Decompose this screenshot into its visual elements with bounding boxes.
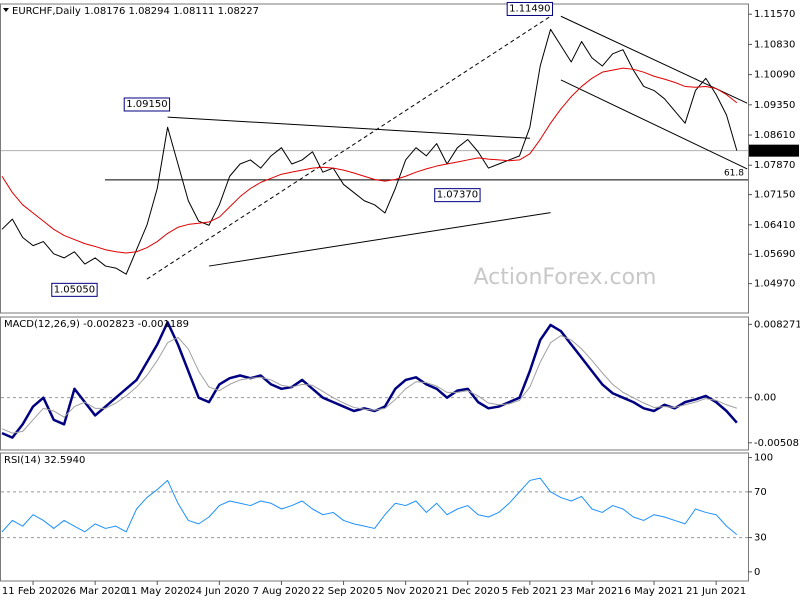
annotation-box <box>51 282 98 297</box>
series-line <box>1 67 738 254</box>
trendline <box>167 116 530 139</box>
panel-title: RSI(14) 32.5940 <box>4 455 85 466</box>
y-tick-label: 1.10090 <box>754 70 795 81</box>
series-line <box>1 477 738 535</box>
x-tick-label: 6 May 2021 <box>625 586 684 597</box>
last-price-label: 1.08227 <box>752 146 793 157</box>
y-tick-label: 1.09350 <box>754 100 795 111</box>
x-tick-label: 24 Jun 2020 <box>189 586 249 597</box>
panel-frame <box>0 316 749 451</box>
watermark: ActionForex.com <box>474 265 657 290</box>
annotation: 1.11490 <box>506 1 554 16</box>
last-price-box <box>749 144 799 157</box>
annotation: 1.05050 <box>51 282 98 297</box>
y-tick-label: 30 <box>754 533 767 544</box>
x-tick-label: 11 Feb 2020 <box>2 586 64 597</box>
y-tick-label: 1.05690 <box>754 249 795 260</box>
x-tick-label: 7 Aug 2020 <box>253 586 311 597</box>
y-tick-label: 1.08610 <box>754 130 795 141</box>
x-tick-label: 5 Feb 2021 <box>502 586 558 597</box>
y-tick-label: 100 <box>754 453 773 464</box>
annotation-box <box>506 1 554 16</box>
panel-title: MACD(12,26,9) -0.002823 -0.001189 <box>4 319 189 330</box>
panel-frame <box>0 3 749 314</box>
title-marker <box>3 8 9 12</box>
trendline <box>560 79 748 170</box>
x-tick-label: 26 Mar 2020 <box>63 586 126 597</box>
fib-label: 61.8 <box>724 168 744 178</box>
panel-title: EURCHF,Daily 1.08176 1.08294 1.08111 1.0… <box>12 6 259 17</box>
x-tick-label: 22 Sep 2020 <box>312 586 375 597</box>
x-tick-label: 23 Mar 2021 <box>560 586 623 597</box>
annotation-label: 1.07370 <box>437 190 478 201</box>
x-tick-label: 21 Jun 2021 <box>686 586 746 597</box>
trendline <box>146 15 551 280</box>
annotation-label: 1.05050 <box>54 284 95 295</box>
y-tick-label: 1.06410 <box>754 220 795 231</box>
y-tick-label: -0.005087 <box>754 438 800 449</box>
y-tick-label: 0.00 <box>754 393 776 404</box>
panel-frame <box>0 452 749 582</box>
y-tick-label: 0 <box>754 567 760 578</box>
annotation-box <box>123 97 171 112</box>
trendline <box>208 212 551 267</box>
annotation: 1.09150 <box>123 97 171 112</box>
y-tick-label: 1.07870 <box>754 160 795 171</box>
y-tick-label: 1.10830 <box>754 39 795 50</box>
annotation-box <box>434 188 481 203</box>
x-tick-label: 21 Dec 2020 <box>436 586 500 597</box>
annotation: 1.07370 <box>434 188 481 203</box>
series-line <box>1 335 738 434</box>
y-tick-label: 1.07150 <box>754 190 795 201</box>
series-line <box>1 28 738 275</box>
y-tick-label: 0.008271 <box>754 319 800 330</box>
y-tick-label: 1.04970 <box>754 279 795 290</box>
y-tick-label: 70 <box>754 487 767 498</box>
annotation-label: 1.09150 <box>126 99 167 110</box>
annotation-label: 1.11490 <box>509 3 550 14</box>
x-tick-label: 11 May 2020 <box>125 586 190 597</box>
y-tick-label: 1.11570 <box>754 9 795 20</box>
x-tick-label: 5 Nov 2020 <box>377 586 435 597</box>
